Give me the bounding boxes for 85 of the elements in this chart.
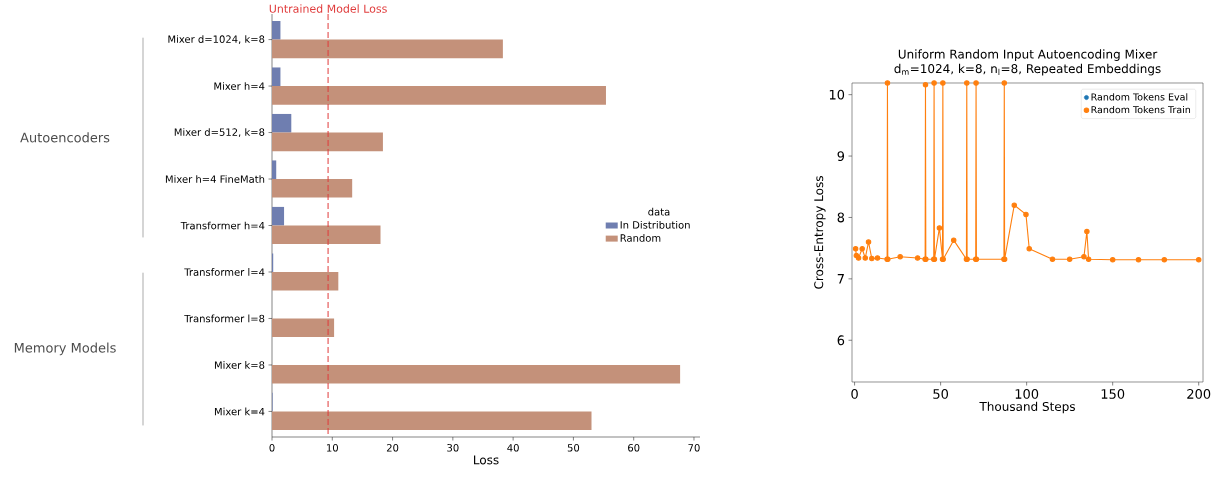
- x-tick-label: 50: [567, 444, 580, 452]
- y-tick-label: Mixer k=4: [214, 407, 265, 416]
- point: [1109, 257, 1116, 263]
- point: [874, 255, 881, 261]
- point: [865, 239, 872, 245]
- legend-label: In Distribution: [620, 220, 690, 229]
- y-axis-title: Cross-Entropy Loss: [814, 176, 826, 289]
- bar: [272, 113, 292, 133]
- x-tick-label: 0: [269, 444, 275, 452]
- y-tick-label: 7: [837, 274, 844, 284]
- text: Autoencoders: [20, 132, 110, 143]
- chart-subtitle: d$_{m}$=1024, k=8, n$_{l}$=8, Repeated Embeddings: [894, 63, 1161, 76]
- point: [940, 80, 946, 86]
- point: [1026, 246, 1032, 252]
- point: [936, 225, 943, 231]
- x-tick-label: 20: [386, 444, 399, 452]
- bar: [272, 20, 281, 40]
- x-tick-label: 10: [327, 444, 338, 452]
- point: [1066, 256, 1073, 262]
- legend-label: Random: [620, 234, 661, 242]
- point: [1135, 257, 1142, 263]
- x-axis-title: Loss: [474, 455, 499, 465]
- x-axis-title: Thousand Steps: [979, 401, 1075, 414]
- point: [931, 80, 937, 86]
- x-tick-label: 100: [1015, 389, 1039, 399]
- bar: [272, 67, 281, 87]
- bar: [272, 364, 681, 384]
- bar: [272, 132, 383, 152]
- y-tick-label: 9: [837, 151, 845, 161]
- y-tick-label: Transformer l=8: [184, 314, 265, 323]
- ref-line-label: Untrained Model Loss: [269, 4, 387, 13]
- point: [922, 82, 929, 88]
- point: [940, 256, 946, 262]
- x-tick-label: 0: [851, 389, 858, 399]
- bar: [272, 39, 503, 59]
- legend-label: Random Tokens Train: [1091, 105, 1191, 114]
- x-tick-label: 150: [1101, 389, 1125, 399]
- point: [964, 256, 970, 262]
- bar: [272, 225, 381, 245]
- y-tick-label: Transformer h=4: [180, 221, 265, 230]
- bar: [272, 160, 277, 180]
- legend-title: data: [648, 207, 670, 216]
- point: [1049, 256, 1056, 262]
- y-tick-label: 10: [829, 89, 845, 100]
- point: [1081, 254, 1087, 260]
- point: [914, 255, 921, 261]
- y-tick-label: Mixer d=512, k=8: [174, 128, 265, 137]
- y-tick-label: 8: [837, 212, 845, 223]
- legend-label: Random Tokens Eval: [1091, 93, 1188, 101]
- point: [852, 246, 859, 252]
- x-tick-label: 60: [628, 444, 640, 452]
- y-tick-label: 6: [837, 335, 845, 346]
- point: [964, 80, 970, 86]
- y-tick-label: Mixer h=4: [214, 82, 265, 90]
- point: [950, 237, 957, 243]
- x-tick-label: 200: [1187, 389, 1211, 399]
- point: [869, 255, 875, 262]
- point: [859, 246, 865, 252]
- bar: [272, 206, 285, 226]
- x-tick-label: 40: [507, 444, 519, 452]
- point: [1023, 211, 1029, 218]
- text: Memory Models: [14, 342, 116, 356]
- point: [884, 80, 891, 86]
- point: [1084, 228, 1090, 235]
- point: [862, 255, 869, 261]
- x-tick-label: 30: [447, 444, 459, 452]
- bar: [272, 411, 592, 431]
- y-tick-label: Mixer k=8: [214, 361, 265, 369]
- point: [897, 254, 903, 260]
- bar: [272, 86, 606, 105]
- bar: [272, 179, 353, 198]
- chart-title: Uniform Random Input Autoencoding Mixer: [898, 49, 1158, 61]
- x-tick-label: 50: [933, 389, 949, 399]
- y-tick-label: Transformer l=4: [184, 268, 265, 276]
- point: [1195, 257, 1202, 263]
- point: [1001, 80, 1008, 86]
- point: [1161, 257, 1168, 263]
- x-tick-label: 70: [688, 444, 700, 452]
- y-tick-label: Mixer d=1024, k=8: [168, 35, 265, 44]
- point: [1011, 202, 1018, 208]
- bar: [272, 271, 339, 291]
- y-tick-label: Mixer h=4 FineMath: [165, 175, 265, 183]
- point: [1085, 256, 1092, 262]
- bar: [272, 318, 335, 338]
- point: [973, 80, 979, 86]
